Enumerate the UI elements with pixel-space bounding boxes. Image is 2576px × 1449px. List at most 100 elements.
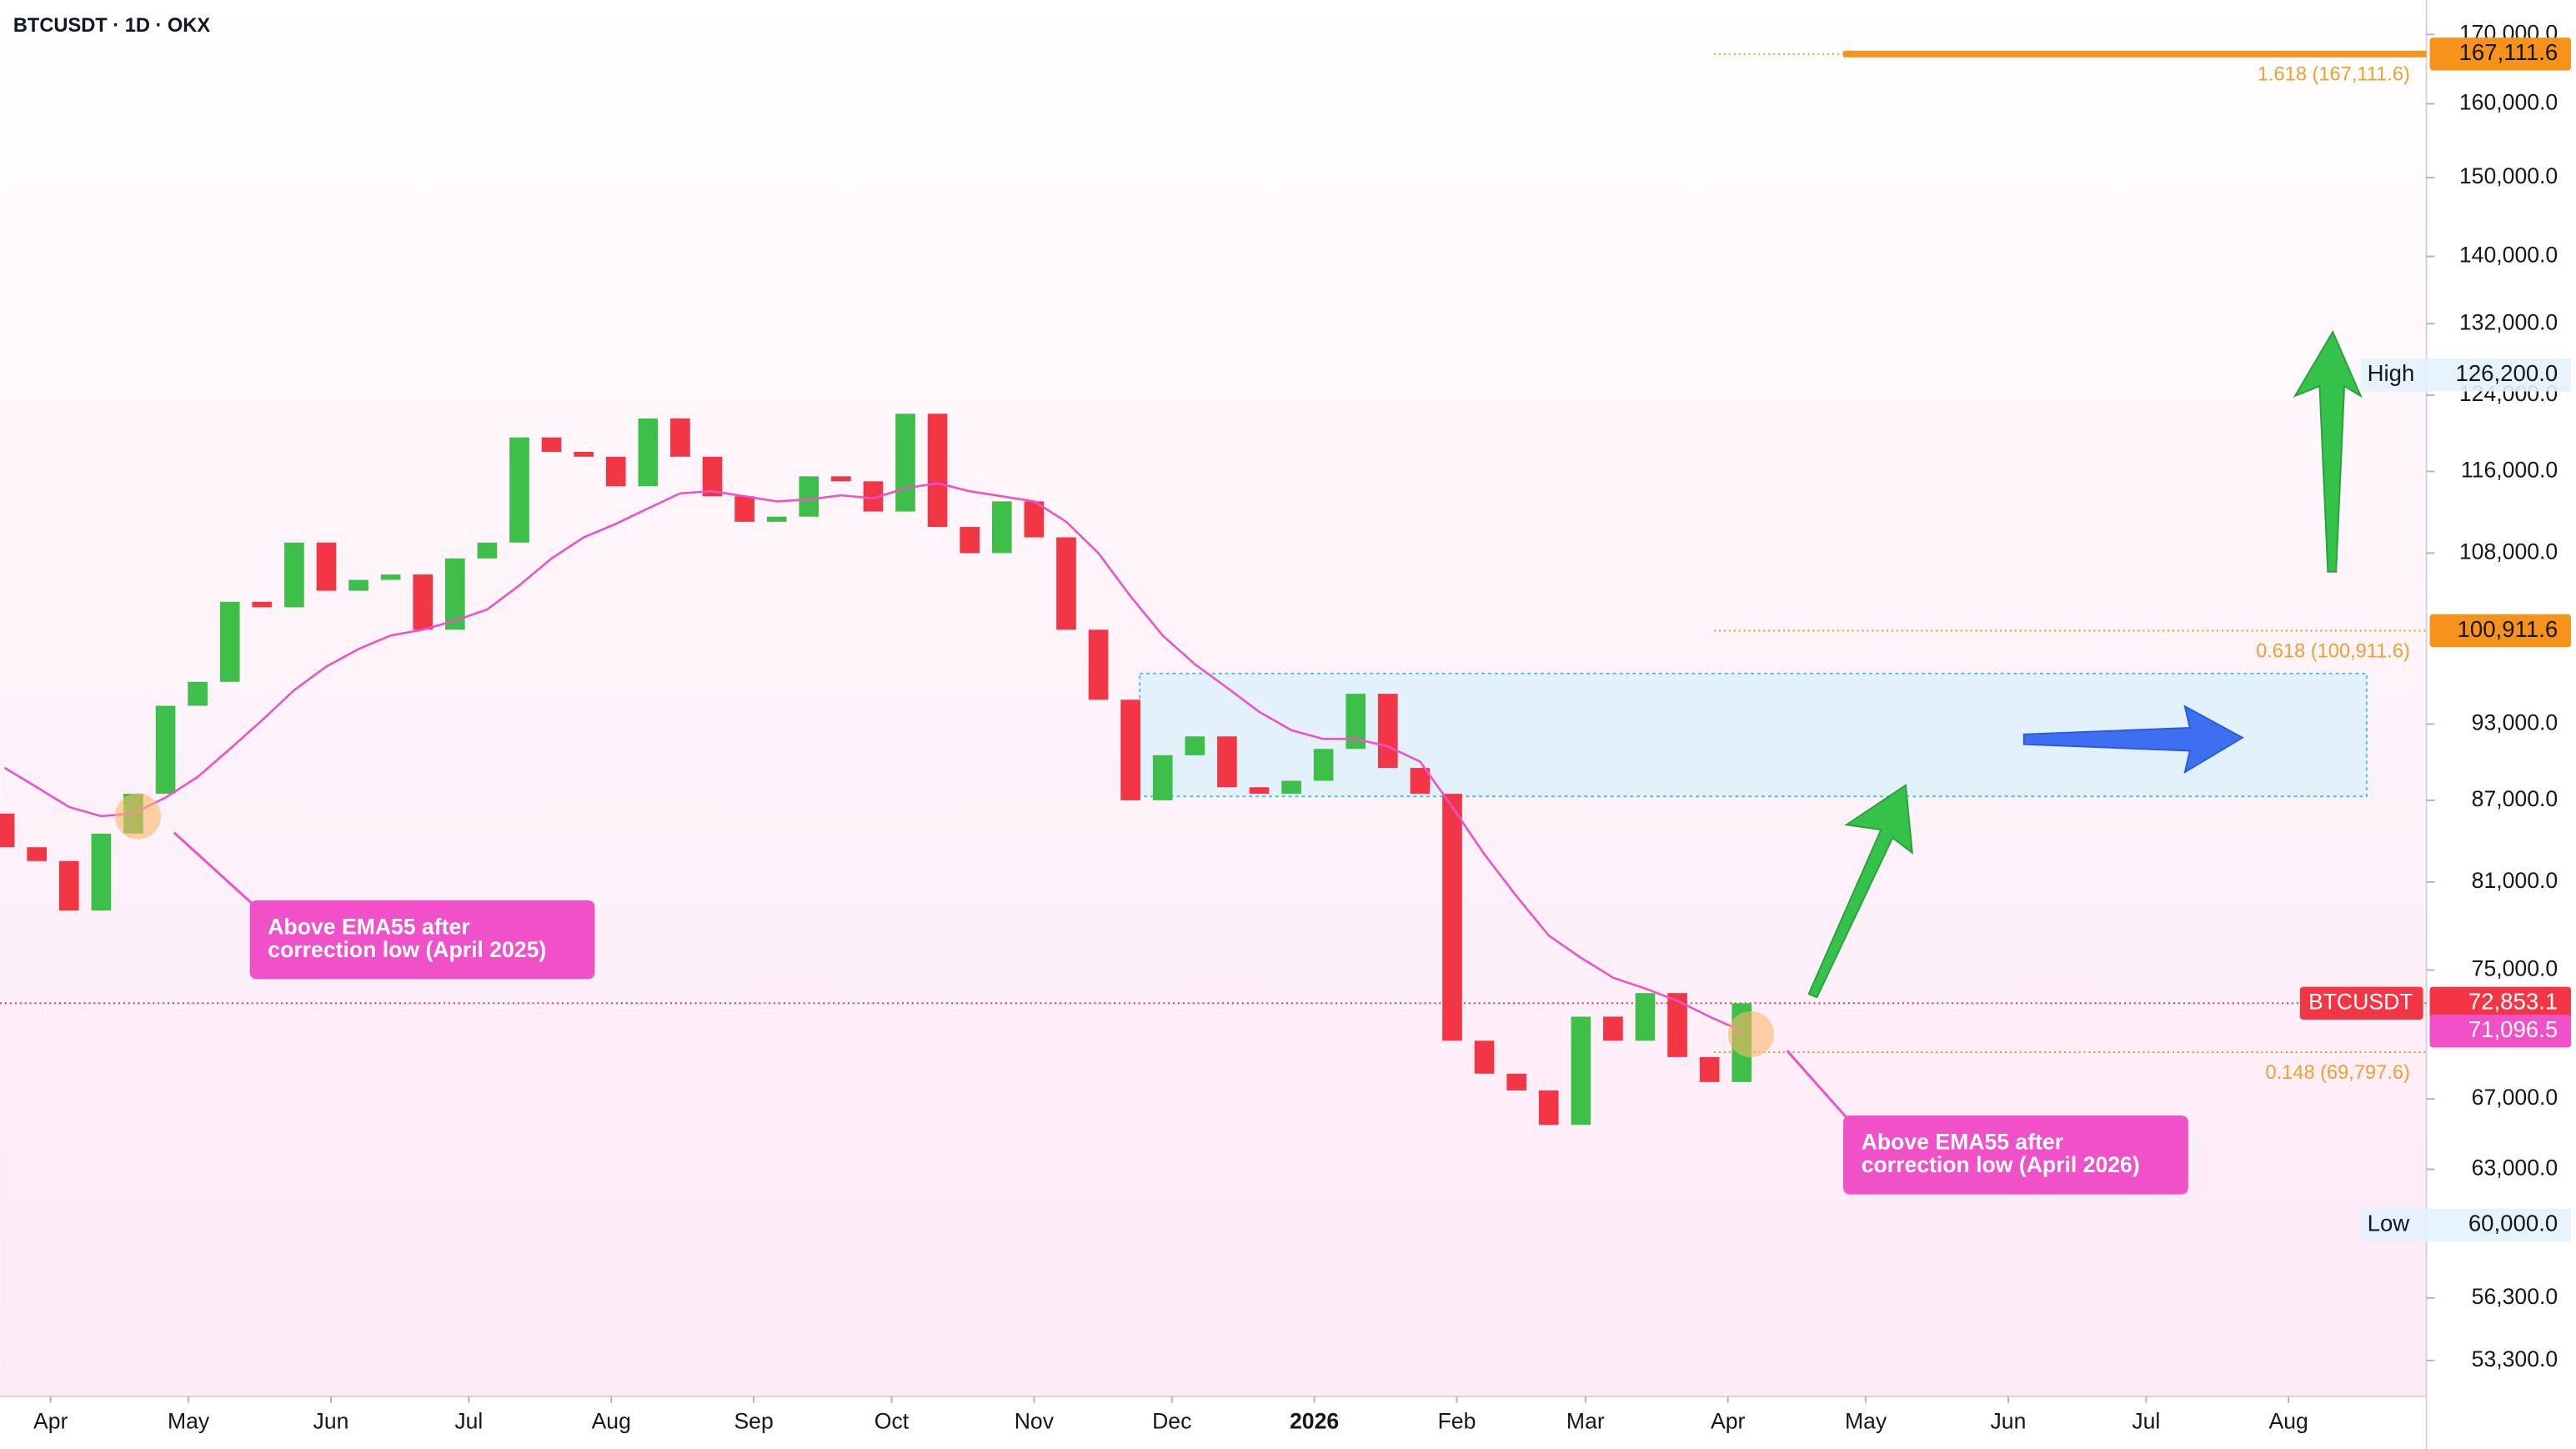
annotation-text: correction low (April 2025)	[268, 937, 546, 962]
candle-body	[348, 579, 368, 591]
y-tick-label: 81,000.0	[2472, 868, 2558, 893]
extreme-name: Low	[2368, 1211, 2410, 1236]
candle-body	[541, 437, 562, 452]
y-tick-label: 87,000.0	[2472, 786, 2558, 811]
x-tick-label: Feb	[1438, 1409, 1476, 1434]
candle-body	[1699, 1056, 1720, 1082]
candle-body	[1346, 694, 1366, 750]
candle-body	[1056, 537, 1076, 630]
x-tick-label: Aug	[592, 1409, 631, 1434]
fib-label: 1.618 (167,111.6)	[2258, 64, 2410, 86]
candle-body	[219, 601, 240, 682]
candle-body	[91, 833, 112, 911]
candle-body	[605, 456, 626, 487]
candle-body	[799, 476, 819, 517]
annotation-box	[1843, 1115, 2188, 1195]
x-tick-label: Jul	[2132, 1409, 2160, 1434]
y-tick-label: 93,000.0	[2472, 710, 2558, 735]
y-tick-label: 63,000.0	[2472, 1156, 2558, 1181]
price-tag-label: 71,096.5	[2468, 1016, 2558, 1042]
y-tick-label: 67,000.0	[2472, 1085, 2558, 1110]
x-tick-label: Mar	[1566, 1409, 1605, 1434]
candle-body	[252, 601, 273, 608]
candle-body	[27, 847, 48, 861]
chart-title: BTCUSDT · 1D · OKX	[13, 15, 210, 37]
candle-body	[1120, 699, 1140, 800]
candle-body	[960, 527, 980, 554]
annotation-pointer	[1786, 1050, 1857, 1130]
x-tick-label: Dec	[1152, 1409, 1191, 1434]
symbol-tag	[2299, 986, 2423, 1020]
y-tick-label: 116,000.0	[2461, 457, 2558, 482]
symbol-tag-label: BTCUSDT	[2308, 989, 2413, 1014]
annotation-text: Above EMA55 after	[268, 914, 469, 939]
candle-body	[927, 414, 948, 528]
extreme-name: High	[2368, 360, 2415, 386]
candle-body	[1185, 736, 1205, 755]
x-tick-label: Oct	[875, 1409, 910, 1434]
candle-body	[1281, 780, 1301, 795]
candle-body	[1474, 1040, 1495, 1074]
candle-body	[1603, 1016, 1623, 1041]
candle-body	[991, 501, 1012, 554]
price-tag	[2429, 614, 2571, 648]
annotation-box	[249, 900, 595, 980]
candle-body	[1313, 749, 1334, 781]
green-arrow	[1807, 784, 1913, 999]
green-arrow	[2293, 329, 2363, 573]
candle-body	[1506, 1073, 1526, 1091]
candle-body	[574, 451, 594, 457]
candle-body	[1217, 736, 1237, 788]
y-tick-label: 160,000.0	[2459, 89, 2558, 114]
annotation-text: correction low (April 2026)	[1862, 1152, 2140, 1177]
y-tick-label: 53,300.0	[2472, 1346, 2558, 1371]
candle-body	[895, 414, 915, 512]
candle-body	[1410, 768, 1431, 795]
candle-body	[766, 516, 787, 522]
x-tick-label: Jul	[454, 1409, 483, 1434]
candle-body	[863, 481, 884, 512]
blue-arrow	[2022, 704, 2244, 775]
candle-body	[509, 437, 529, 543]
x-tick-label: May	[1845, 1409, 1887, 1434]
x-tick-label: 2026	[1290, 1409, 1339, 1434]
price-tag-label: 100,911.6	[2458, 616, 2558, 642]
candle-body	[155, 705, 176, 795]
x-tick-label: Nov	[1015, 1409, 1055, 1434]
extreme-tag	[2360, 358, 2571, 392]
candle-body	[1667, 993, 1687, 1057]
extreme-label: 60,000.0	[2468, 1211, 2558, 1236]
candle-body	[1442, 794, 1462, 1041]
candle-body	[1635, 993, 1656, 1041]
y-tick-label: 150,000.0	[2459, 163, 2558, 188]
y-tick-label: 132,000.0	[2459, 309, 2558, 334]
candle-body	[1152, 755, 1173, 800]
price-tag	[2429, 986, 2571, 1020]
y-tick-label: 75,000.0	[2472, 955, 2558, 980]
annotation-point	[114, 793, 162, 840]
candle-body	[58, 860, 79, 911]
x-tick-label: May	[168, 1409, 210, 1434]
candle-body	[413, 574, 434, 630]
x-tick-label: Sep	[734, 1409, 773, 1434]
candle-body	[1571, 1016, 1591, 1126]
x-tick-label: Aug	[2269, 1409, 2308, 1434]
candle-body	[734, 496, 754, 522]
annotation-text: Above EMA55 after	[1862, 1130, 2063, 1155]
x-tick-label: Jun	[1991, 1409, 2027, 1434]
candle-body	[831, 476, 851, 482]
price-tag	[2429, 1015, 2571, 1048]
candle-body	[1249, 787, 1270, 795]
candle-body	[670, 418, 690, 457]
candle-body	[284, 542, 304, 608]
candle-body	[1377, 694, 1398, 769]
extreme-label: 126,200.0	[2456, 360, 2558, 386]
annotation-point	[1727, 1010, 1774, 1058]
candle-body	[477, 542, 498, 559]
candle-body	[1024, 501, 1045, 538]
y-tick-label: 108,000.0	[2459, 539, 2558, 564]
candle-body	[380, 574, 401, 580]
candle-body	[1088, 629, 1109, 700]
x-tick-label: Apr	[1711, 1409, 1746, 1434]
fib-label: 0.148 (69,797.6)	[2265, 1062, 2409, 1084]
